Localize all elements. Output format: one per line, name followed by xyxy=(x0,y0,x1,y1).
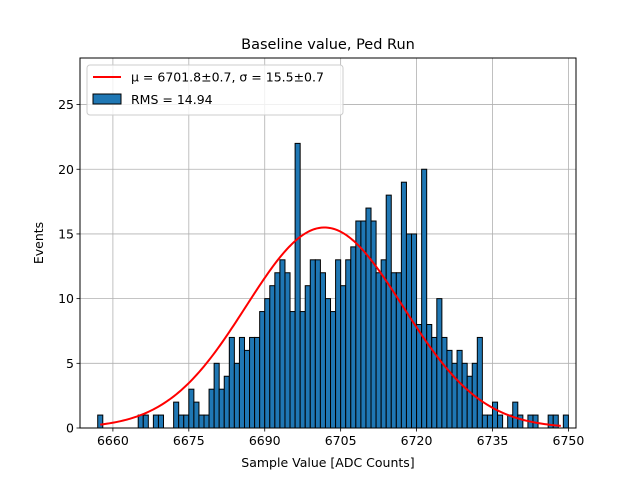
histogram-bar xyxy=(355,220,362,429)
x-tick-label: 6660 xyxy=(97,433,129,448)
y-axis-label: Events xyxy=(31,222,46,264)
histogram-bar xyxy=(299,311,306,429)
histogram-bar xyxy=(441,336,448,429)
histogram-bar xyxy=(203,414,210,429)
x-tick-label: 6735 xyxy=(477,433,509,448)
x-tick-label: 6675 xyxy=(173,433,205,448)
histogram-bar xyxy=(274,272,281,429)
histogram-bar xyxy=(330,311,337,429)
y-tick-label: 5 xyxy=(66,356,74,371)
histogram-bar xyxy=(497,414,504,429)
histogram-bar xyxy=(238,336,245,429)
histogram-bar xyxy=(314,259,321,429)
histogram-bar xyxy=(466,375,473,429)
x-axis-label: Sample Value [ADC Counts] xyxy=(241,455,414,470)
histogram-bar xyxy=(233,362,240,429)
histogram-bar xyxy=(193,401,200,429)
histogram-bar xyxy=(517,414,524,429)
histogram-bar xyxy=(254,336,261,429)
histogram-bar xyxy=(304,285,311,429)
histogram-bar xyxy=(456,349,463,429)
histogram-bar xyxy=(405,233,413,429)
histogram-bar xyxy=(294,142,301,429)
legend-box xyxy=(86,64,344,116)
histogram-bar xyxy=(385,194,392,429)
histogram-bar xyxy=(370,220,377,429)
histogram-bar xyxy=(173,401,180,429)
histogram-bar xyxy=(157,414,165,429)
histogram-bar xyxy=(491,401,499,429)
histogram-bar xyxy=(198,414,205,429)
histogram-bar xyxy=(426,324,433,429)
histogram-bar xyxy=(446,349,453,429)
y-tick-label: 0 xyxy=(66,421,74,436)
histogram-bar xyxy=(319,272,326,429)
legend-histogram-label: RMS = 14.94 xyxy=(131,92,213,107)
histogram-bar xyxy=(223,375,230,429)
histogram-bar xyxy=(380,259,387,429)
histogram-bar xyxy=(365,207,372,429)
y-tick-label: 20 xyxy=(58,162,74,177)
histogram-bar xyxy=(218,388,225,429)
legend-histogram-swatch xyxy=(92,93,122,105)
histogram-bar xyxy=(178,414,185,429)
histogram-bar xyxy=(436,298,443,429)
histogram-bar xyxy=(411,233,418,429)
y-tick-label: 10 xyxy=(58,291,74,306)
histogram-bar xyxy=(269,285,276,429)
histogram-bar xyxy=(309,259,316,429)
histogram-bar xyxy=(350,246,357,429)
histogram-bar xyxy=(183,414,190,429)
histogram-bar xyxy=(264,298,271,429)
histogram-bar xyxy=(142,414,149,429)
histogram-bar xyxy=(340,285,347,429)
chart-title: Baseline value, Ped Run xyxy=(241,37,415,53)
histogram-bar xyxy=(421,168,428,429)
axis-ticks: 6660 6675 6690 6705 6720 6735 6750 0 5 10 15 20 25 xyxy=(58,97,584,448)
histogram-bar xyxy=(289,311,296,429)
y-tick-label: 25 xyxy=(58,97,74,112)
histogram-bar xyxy=(375,272,382,429)
histogram-bar xyxy=(259,311,266,429)
gaussian-fit-curve xyxy=(100,226,561,427)
x-tick-label: 6750 xyxy=(553,433,585,448)
histogram-bar xyxy=(335,259,342,429)
histogram-bar xyxy=(152,414,159,429)
histogram-bar xyxy=(324,298,332,429)
histogram-bar xyxy=(279,259,286,429)
histogram-bar xyxy=(345,259,352,429)
histogram-bar xyxy=(97,414,104,429)
histogram-bar xyxy=(481,414,488,429)
histogram-bar xyxy=(451,362,458,429)
histogram-bar xyxy=(208,388,215,429)
histogram-bar xyxy=(562,414,569,429)
plot-frame xyxy=(79,57,577,429)
histogram-bar xyxy=(137,414,144,429)
histogram-bar xyxy=(243,349,251,429)
x-tick-label: 6720 xyxy=(401,433,433,448)
fit-curve-layer xyxy=(100,226,561,427)
y-tick-label: 15 xyxy=(58,226,74,241)
histogram-bar xyxy=(512,401,519,429)
histogram-bar xyxy=(249,336,256,429)
histogram-bar xyxy=(416,324,423,429)
histogram-bar xyxy=(476,336,483,429)
histogram-bar xyxy=(461,362,468,429)
histogram-bar xyxy=(228,336,235,429)
x-tick-label: 6705 xyxy=(325,433,357,448)
x-tick-label: 6690 xyxy=(249,433,281,448)
histogram-bar xyxy=(284,272,291,429)
histogram-bar xyxy=(188,388,195,429)
legend-fit-label: μ = 6701.8±0.7, σ = 15.5±0.7 xyxy=(131,70,324,85)
legend: μ = 6701.8±0.7, σ = 15.5±0.7 RMS = 14.94 xyxy=(86,64,344,116)
histogram-bar xyxy=(213,362,220,429)
histogram-bar xyxy=(486,414,493,429)
